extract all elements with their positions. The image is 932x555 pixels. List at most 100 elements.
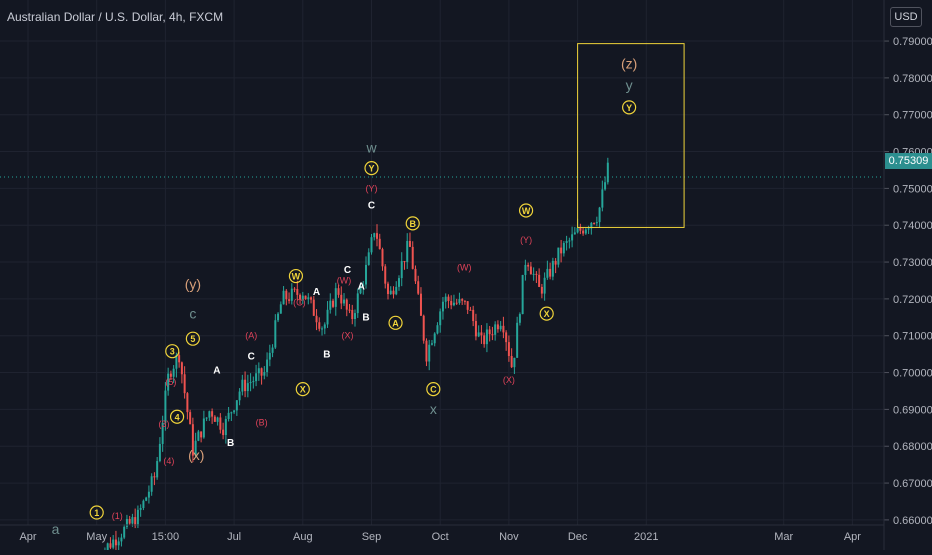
- candle-body: [562, 243, 565, 254]
- candle-body: [389, 290, 392, 295]
- candle-body: [568, 240, 571, 242]
- candle-body: [510, 355, 513, 368]
- candle-body: [106, 543, 109, 551]
- candle-body: [540, 286, 543, 294]
- candle-body: [183, 374, 186, 394]
- wave-label-circle: [169, 409, 185, 424]
- candle-body: [505, 332, 508, 343]
- wave-label: (Y): [366, 183, 378, 193]
- wave-label: (x): [188, 447, 204, 463]
- candle-body: [362, 284, 365, 287]
- wave-label: 5: [190, 334, 195, 344]
- candle-body: [315, 315, 318, 323]
- candle-body: [197, 431, 200, 441]
- x-tick-label: 15:00: [152, 531, 180, 543]
- wave-label-circle: [539, 306, 554, 321]
- candle-body: [260, 368, 263, 376]
- candle-body: [277, 313, 280, 321]
- candle-body: [582, 230, 585, 234]
- candle-body: [601, 189, 604, 208]
- candle-body: [321, 328, 324, 330]
- wave-label: B: [409, 219, 416, 229]
- candle-body: [403, 261, 406, 263]
- candle-body: [337, 288, 340, 295]
- candle-body: [200, 431, 203, 438]
- candle-body: [164, 390, 167, 423]
- candle-body: [172, 368, 175, 377]
- x-tick-label: Dec: [568, 531, 588, 543]
- candle-body: [136, 509, 139, 526]
- y-tick-label: 0.74000: [893, 220, 932, 232]
- candle-body: [535, 273, 538, 275]
- candle-body: [417, 281, 420, 294]
- wave-label-circle: [426, 382, 441, 397]
- candle-body: [587, 228, 590, 230]
- wave-label: (W): [457, 263, 472, 273]
- candle-body: [175, 355, 178, 369]
- candle-body: [472, 309, 475, 322]
- wave-label: Y: [626, 103, 632, 113]
- candle-body: [288, 299, 291, 301]
- candle-body: [386, 283, 389, 295]
- wave-label: W: [522, 206, 531, 216]
- candle-body: [499, 325, 502, 330]
- x-tick-label: Nov: [499, 531, 519, 543]
- candle-body: [131, 517, 134, 524]
- wave-label: 1: [94, 508, 99, 518]
- candle-body: [268, 352, 271, 360]
- candle-body: [348, 309, 351, 311]
- candle-body: [557, 247, 560, 265]
- candle-body: [518, 314, 521, 323]
- wave-label: A: [313, 287, 320, 298]
- wave-label-circle: [295, 382, 310, 397]
- wave-label-circle: [622, 100, 637, 115]
- wave-label: W: [292, 272, 301, 282]
- candle-body: [406, 240, 409, 263]
- candle-body: [180, 362, 183, 375]
- wave-label: B: [362, 313, 369, 324]
- candle-body: [378, 238, 381, 250]
- candle-body: [208, 411, 211, 418]
- y-tick-label: 0.70000: [893, 368, 932, 380]
- candle-body: [271, 347, 274, 353]
- wave-label: (z): [621, 56, 637, 72]
- candle-body: [205, 417, 208, 419]
- wave-label: A: [392, 318, 399, 328]
- wave-label-circle: [185, 331, 200, 346]
- wave-label: (B): [256, 417, 268, 427]
- candle-body: [307, 297, 310, 300]
- candle-body: [222, 429, 225, 436]
- y-tick-label: 0.79000: [893, 36, 932, 48]
- wave-label: C: [368, 200, 375, 211]
- y-tick-label: 0.66000: [893, 515, 932, 527]
- candle-body: [230, 412, 233, 414]
- candle-body: [213, 416, 216, 422]
- candle-body: [436, 325, 439, 334]
- wave-label: B: [323, 349, 330, 360]
- candle-body: [227, 412, 230, 419]
- wave-label-circle: [165, 344, 180, 359]
- candle-body: [384, 266, 387, 284]
- currency-button[interactable]: USD: [890, 7, 922, 27]
- candle-body: [444, 296, 447, 302]
- candle-body: [340, 294, 343, 304]
- candle-body: [202, 418, 205, 438]
- wave-label: A: [213, 366, 220, 377]
- candle-body: [312, 299, 315, 316]
- candle-body: [359, 286, 362, 294]
- candle-body: [186, 393, 189, 413]
- candle-body: [139, 508, 142, 510]
- x-tick-label: Aug: [293, 531, 313, 543]
- wave-label: (W): [337, 275, 352, 285]
- wave-labels: a 1 (1) (y) c 3 5 (5) (3) 4 (4) (x) A B C (A) (B) W X (C) A B…: [52, 56, 638, 537]
- wave-label: a: [52, 521, 60, 537]
- wave-label: C: [344, 265, 351, 276]
- candle-body: [428, 344, 431, 362]
- candle-body: [590, 222, 593, 229]
- x-tick-label: Oct: [432, 531, 449, 543]
- candle-body: [145, 497, 148, 501]
- wave-label: (y): [185, 276, 201, 292]
